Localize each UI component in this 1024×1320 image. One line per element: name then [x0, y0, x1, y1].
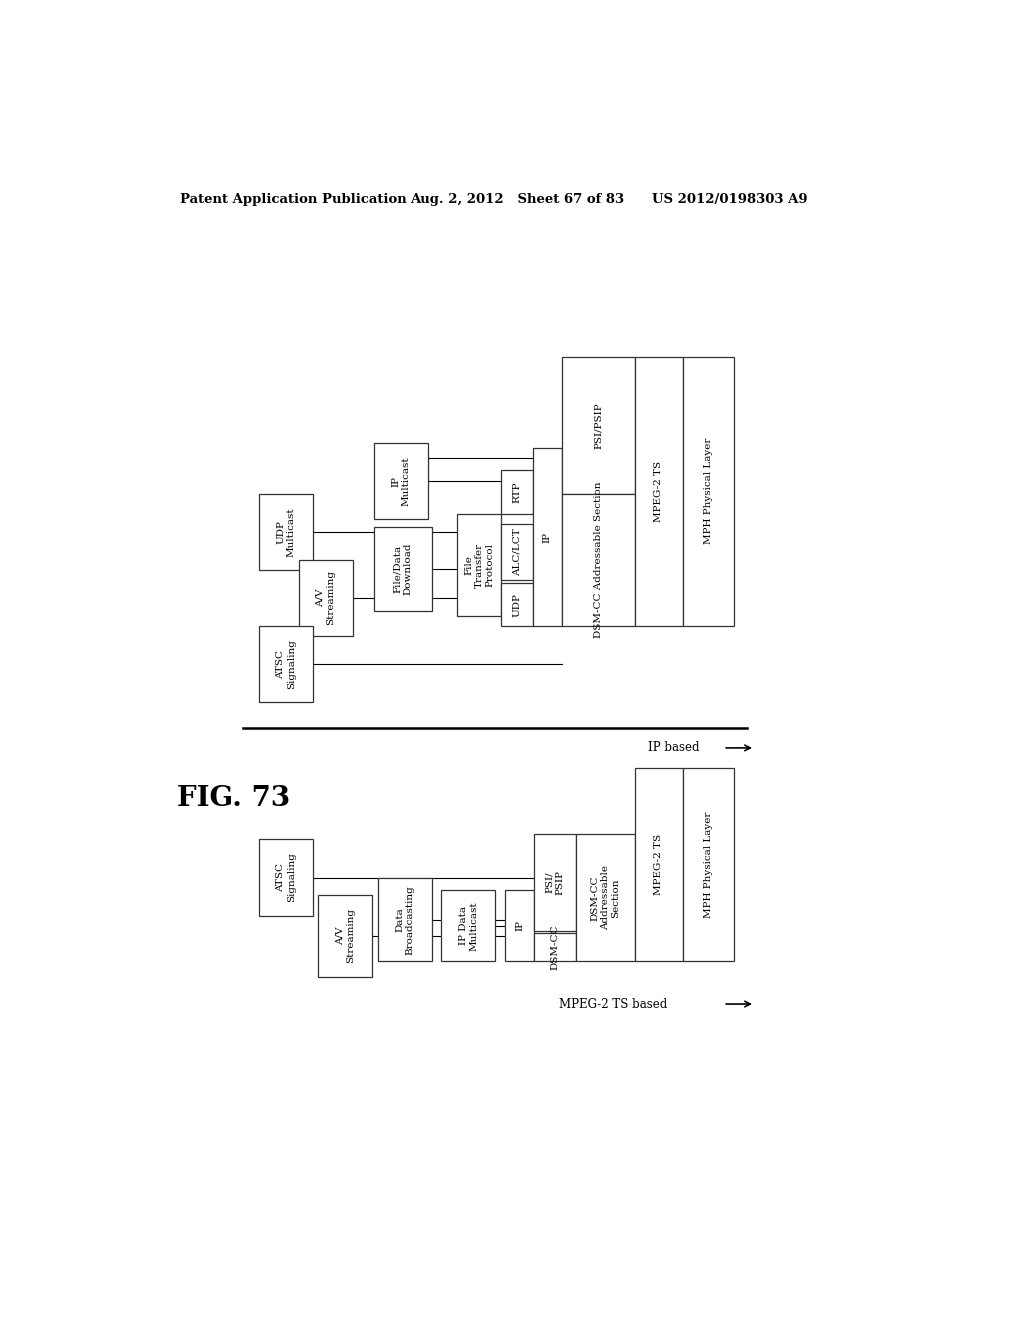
Text: RTP: RTP	[512, 482, 521, 503]
Text: File
Transfer
Protocol: File Transfer Protocol	[464, 543, 494, 587]
Text: Aug. 2, 2012   Sheet 67 of 83: Aug. 2, 2012 Sheet 67 of 83	[410, 193, 624, 206]
Text: DSM-CC Addressable Section: DSM-CC Addressable Section	[594, 482, 603, 638]
Bar	[683, 356, 734, 626]
Text: Patent Application Publication: Patent Application Publication	[179, 193, 407, 206]
Text: MPH Physical Layer: MPH Physical Layer	[705, 438, 713, 544]
Text: IP based: IP based	[648, 742, 699, 755]
Text: IP: IP	[543, 532, 552, 543]
Bar	[683, 768, 734, 961]
Bar	[575, 834, 635, 961]
Bar	[505, 890, 535, 961]
Text: PSI/
PSIP: PSI/ PSIP	[545, 870, 564, 895]
Text: DSM-CC
Addressable
Section: DSM-CC Addressable Section	[591, 866, 621, 931]
Text: DSM-CC: DSM-CC	[551, 924, 559, 970]
Bar	[259, 494, 313, 570]
Text: IP
Multicast: IP Multicast	[391, 457, 411, 506]
Bar	[259, 626, 313, 702]
Bar	[501, 470, 532, 515]
Bar	[441, 890, 496, 961]
Text: UDP: UDP	[512, 593, 521, 616]
Text: ATSC
Signaling: ATSC Signaling	[276, 639, 296, 689]
Text: File/Data
Download: File/Data Download	[393, 543, 413, 595]
Bar	[378, 878, 432, 961]
Bar	[501, 524, 532, 581]
Text: MPH Physical Layer: MPH Physical Layer	[705, 812, 713, 917]
Text: Data
Broadcasting: Data Broadcasting	[395, 884, 415, 954]
Bar	[562, 494, 635, 626]
Text: MPEG-2 TS based: MPEG-2 TS based	[559, 998, 668, 1011]
Text: IP: IP	[515, 920, 524, 932]
Bar	[535, 933, 575, 961]
Text: US 2012/0198303 A9: US 2012/0198303 A9	[652, 193, 807, 206]
Bar	[299, 560, 352, 636]
Text: A/V
Streaming: A/V Streaming	[336, 908, 355, 964]
Bar	[374, 528, 432, 611]
Bar	[532, 447, 562, 626]
Bar	[501, 583, 532, 626]
Text: MPEG-2 TS: MPEG-2 TS	[654, 461, 664, 521]
Bar	[259, 840, 313, 916]
Bar	[458, 513, 501, 615]
Text: PSI/PSIP: PSI/PSIP	[594, 401, 603, 449]
Text: UDP
Multicast: UDP Multicast	[276, 507, 296, 557]
Bar	[318, 895, 373, 977]
Text: ALC/LCT: ALC/LCT	[512, 528, 521, 576]
Text: IP Data
Multicast: IP Data Multicast	[459, 902, 478, 950]
Bar	[635, 356, 683, 626]
Bar	[562, 356, 635, 494]
Bar	[635, 768, 683, 961]
Text: MPEG-2 TS: MPEG-2 TS	[654, 834, 664, 895]
Text: ATSC
Signaling: ATSC Signaling	[276, 853, 296, 903]
Bar	[374, 444, 428, 519]
Text: FIG. 73: FIG. 73	[177, 785, 291, 812]
Text: A/V
Streaming: A/V Streaming	[316, 570, 335, 626]
Bar	[535, 834, 575, 931]
